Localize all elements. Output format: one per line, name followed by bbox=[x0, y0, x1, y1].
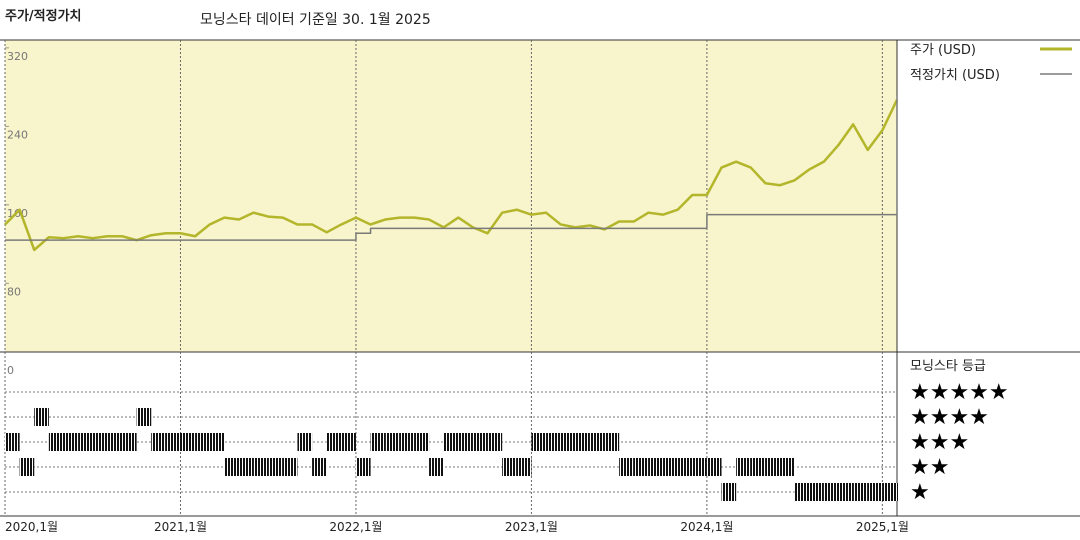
rating-bar bbox=[385, 433, 400, 451]
rating-bar bbox=[882, 483, 897, 501]
rating-bar bbox=[531, 433, 547, 451]
rating-bar bbox=[34, 408, 49, 426]
y-tick-label: 80 bbox=[7, 285, 21, 298]
y-tick-label: 0 bbox=[7, 364, 14, 377]
rating-bar bbox=[663, 458, 678, 476]
rating-bar bbox=[136, 408, 152, 426]
rating-label: ★★★ bbox=[910, 430, 969, 455]
rating-bar bbox=[63, 433, 79, 451]
rating-bar bbox=[853, 483, 868, 501]
rating-bar bbox=[633, 458, 649, 476]
legend-label: 적정가치 (USD) bbox=[910, 68, 1000, 83]
rating-bar bbox=[677, 458, 693, 476]
rating-bar bbox=[341, 433, 356, 451]
rating-bar bbox=[809, 483, 824, 501]
fair-value-line bbox=[5, 94, 898, 241]
rating-bar bbox=[619, 458, 634, 476]
rating-bar bbox=[238, 458, 254, 476]
rating-bar bbox=[326, 433, 342, 451]
rating-bar bbox=[5, 433, 20, 451]
rating-bar bbox=[297, 433, 313, 451]
rating-bar bbox=[92, 433, 108, 451]
rating-bar bbox=[692, 458, 707, 476]
rating-bar bbox=[209, 433, 225, 451]
rating-bar bbox=[268, 458, 283, 476]
y-tick-label: 320 bbox=[7, 50, 28, 63]
rating-bar bbox=[765, 458, 781, 476]
y-tick-label: 240 bbox=[7, 128, 28, 141]
rating-bar bbox=[414, 433, 430, 451]
rating-bar bbox=[165, 433, 181, 451]
rating-bar bbox=[224, 458, 239, 476]
rating-bar bbox=[370, 433, 386, 451]
chart-title: 주가/적정가치 bbox=[5, 8, 82, 24]
rating-bar bbox=[107, 433, 122, 451]
rating-bar bbox=[180, 433, 196, 451]
rating-bar bbox=[458, 433, 473, 451]
legend-label: 주가 (USD) bbox=[910, 43, 976, 58]
x-tick-label: 2020,1월 bbox=[5, 520, 58, 534]
rating-bar bbox=[19, 458, 35, 476]
rating-bar bbox=[429, 458, 444, 476]
rating-bar bbox=[648, 458, 664, 476]
rating-bar bbox=[195, 433, 210, 451]
rating-title: 모닝스타 등급 bbox=[910, 359, 986, 374]
price-line bbox=[4, 99, 899, 252]
rating-bar bbox=[838, 483, 854, 501]
rating-bar bbox=[736, 458, 751, 476]
x-tick-label: 2023,1월 bbox=[505, 520, 558, 534]
rating-bar bbox=[121, 433, 137, 451]
rating-bar bbox=[750, 458, 766, 476]
rating-bar bbox=[794, 483, 810, 501]
rating-bar bbox=[151, 433, 166, 451]
rating-bar bbox=[560, 433, 576, 451]
rating-bar bbox=[780, 458, 795, 476]
rating-bar bbox=[897, 483, 898, 501]
rating-bar bbox=[589, 433, 605, 451]
rating-bar bbox=[867, 483, 883, 501]
x-tick-label: 2021,1월 bbox=[154, 520, 207, 534]
rating-bar bbox=[487, 433, 503, 451]
rating-bar bbox=[706, 458, 722, 476]
rating-bar bbox=[48, 433, 64, 451]
x-tick-label: 2024,1월 bbox=[680, 520, 733, 534]
rating-label: ★ bbox=[910, 480, 930, 505]
rating-bar bbox=[355, 458, 371, 476]
rating-bar bbox=[312, 458, 327, 476]
rating-bar bbox=[502, 458, 517, 476]
rating-bar bbox=[399, 433, 415, 451]
rating-bar bbox=[253, 458, 269, 476]
rating-bar bbox=[443, 433, 459, 451]
rating-bar bbox=[721, 483, 737, 501]
rating-bar bbox=[823, 483, 839, 501]
x-tick-label: 2025,1월 bbox=[856, 520, 909, 534]
rating-bar bbox=[282, 458, 298, 476]
rating-bar bbox=[472, 433, 488, 451]
rating-bar bbox=[516, 458, 532, 476]
rating-bar bbox=[546, 433, 561, 451]
rating-label: ★★★★ bbox=[910, 405, 989, 430]
rating-label: ★★★★★ bbox=[910, 380, 1009, 405]
chart-subtitle: 모닝스타 데이터 기준일 30. 1월 2025 bbox=[200, 12, 431, 28]
rating-bar bbox=[78, 433, 93, 451]
plot-background bbox=[5, 40, 897, 352]
rating-bar bbox=[575, 433, 590, 451]
rating-label: ★★ bbox=[910, 455, 949, 480]
rating-bar bbox=[604, 433, 620, 451]
x-tick-label: 2022,1월 bbox=[329, 520, 382, 534]
